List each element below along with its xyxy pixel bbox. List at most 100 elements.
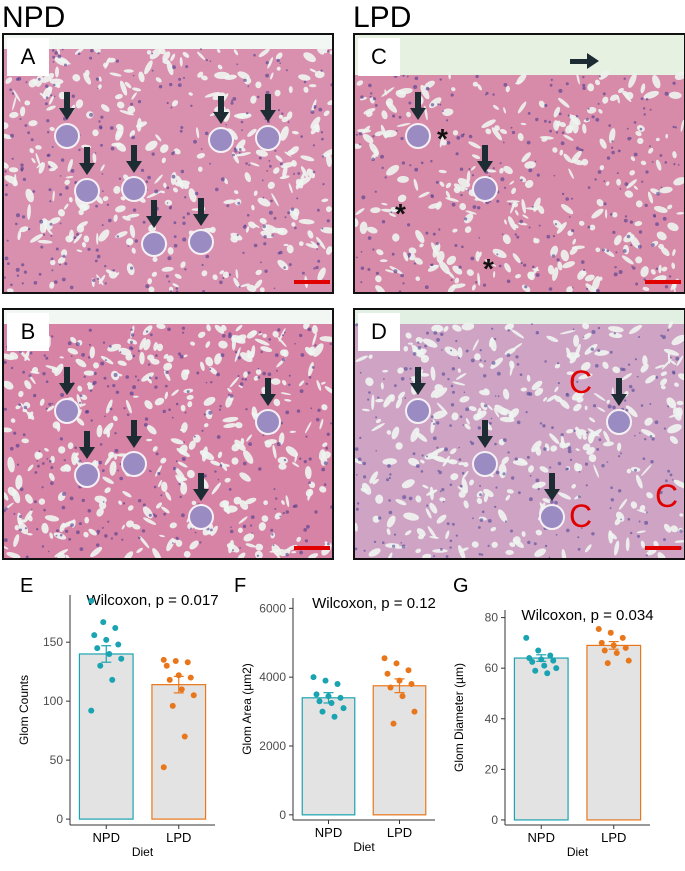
cell-nucleus xyxy=(313,106,316,109)
tubule-lumen xyxy=(102,196,109,202)
tubule-lumen xyxy=(54,66,60,78)
cell-nucleus xyxy=(490,417,493,420)
arrow-head xyxy=(59,383,75,395)
tubule-lumen xyxy=(524,161,536,169)
tubule-lumen xyxy=(48,95,54,105)
cell-nucleus xyxy=(215,187,219,192)
tubule-lumen xyxy=(234,439,246,451)
cell-nucleus xyxy=(240,120,244,124)
cell-nucleus xyxy=(59,175,62,177)
tubule-lumen xyxy=(103,422,114,435)
tubule-lumen xyxy=(661,266,668,272)
glomerulus xyxy=(121,451,147,477)
tissue-texture xyxy=(4,310,332,558)
tubule-lumen xyxy=(653,206,668,213)
tubule-lumen xyxy=(230,235,238,243)
lpd-group-title: LPD xyxy=(353,1,412,34)
cell-nucleus xyxy=(436,446,439,449)
arrow-head xyxy=(146,216,162,228)
data-point xyxy=(103,636,110,643)
y-tick-label: 20 xyxy=(485,762,499,776)
tubule-lumen xyxy=(427,525,437,539)
cell-nucleus xyxy=(577,547,581,551)
cell-nucleus xyxy=(494,505,497,509)
tubule-lumen xyxy=(188,92,193,96)
tissue-texture xyxy=(4,35,332,292)
tubule-lumen xyxy=(244,172,252,183)
tubule-lumen xyxy=(621,255,634,265)
cell-nucleus xyxy=(450,349,453,352)
cell-nucleus xyxy=(430,160,433,163)
tubule-lumen xyxy=(490,526,497,532)
cell-nucleus xyxy=(307,327,312,332)
cell-nucleus xyxy=(318,107,323,112)
cell-nucleus xyxy=(620,367,624,371)
cell-nucleus xyxy=(421,454,424,457)
cell-nucleus xyxy=(274,149,277,152)
arrow-head xyxy=(79,447,95,459)
cell-nucleus xyxy=(644,520,649,525)
panel-c: C * * * xyxy=(353,33,685,294)
cell-nucleus xyxy=(244,378,247,381)
tubule-lumen xyxy=(414,257,423,265)
cell-nucleus xyxy=(5,183,8,187)
cell-nucleus xyxy=(306,524,310,529)
cell-nucleus xyxy=(304,539,308,543)
tubule-lumen xyxy=(83,531,89,538)
tubule-lumen xyxy=(177,461,188,468)
cell-nucleus xyxy=(624,182,629,187)
cell-nucleus xyxy=(19,118,22,120)
tubule-lumen xyxy=(517,133,524,141)
cell-nucleus xyxy=(409,367,412,370)
cell-nucleus xyxy=(317,208,320,212)
tubule-lumen xyxy=(676,407,683,417)
tubule-lumen xyxy=(420,84,430,100)
data-point xyxy=(408,681,415,688)
cell-nucleus xyxy=(668,275,672,278)
data-point xyxy=(381,655,388,662)
cell-nucleus xyxy=(640,97,644,100)
tubule-lumen xyxy=(131,92,137,100)
tubule-lumen xyxy=(646,492,654,499)
cell-nucleus xyxy=(326,432,330,436)
arrow-head xyxy=(260,394,276,406)
tubule-lumen xyxy=(680,119,684,132)
cell-nucleus xyxy=(208,410,213,415)
cell-nucleus xyxy=(312,170,316,174)
cell-nucleus xyxy=(553,174,556,177)
tubule-lumen xyxy=(98,501,107,510)
data-point xyxy=(547,652,554,659)
tubule-lumen xyxy=(109,72,122,77)
tubule-lumen xyxy=(283,243,289,247)
cell-nucleus xyxy=(103,376,107,380)
tubule-lumen xyxy=(122,490,132,498)
tubule-lumen xyxy=(168,286,174,292)
cell-nucleus xyxy=(232,97,237,101)
cell-nucleus xyxy=(52,61,55,63)
cell-nucleus xyxy=(230,529,234,534)
cell-nucleus xyxy=(544,360,547,363)
cell-nucleus xyxy=(177,83,182,87)
cell-nucleus xyxy=(322,183,325,186)
tubule-lumen xyxy=(67,442,74,450)
tubule-lumen xyxy=(172,283,179,288)
tubule-lumen xyxy=(75,99,84,109)
cell-nucleus xyxy=(279,162,283,166)
tubule-lumen xyxy=(225,395,233,408)
cell-nucleus xyxy=(10,366,14,370)
cell-nucleus xyxy=(129,340,133,344)
cell-nucleus xyxy=(499,162,502,165)
cell-nucleus xyxy=(251,532,253,534)
cell-nucleus xyxy=(356,502,360,505)
cell-nucleus xyxy=(558,88,563,93)
cell-nucleus xyxy=(104,282,107,285)
tubule-lumen xyxy=(161,266,174,272)
cell-nucleus xyxy=(145,284,150,289)
cell-nucleus xyxy=(63,459,66,462)
tubule-lumen xyxy=(499,128,508,135)
cell-nucleus xyxy=(400,542,402,544)
cell-nucleus xyxy=(458,446,460,449)
cell-nucleus xyxy=(127,245,130,247)
cell-nucleus xyxy=(172,65,176,70)
cell-nucleus xyxy=(654,420,659,425)
